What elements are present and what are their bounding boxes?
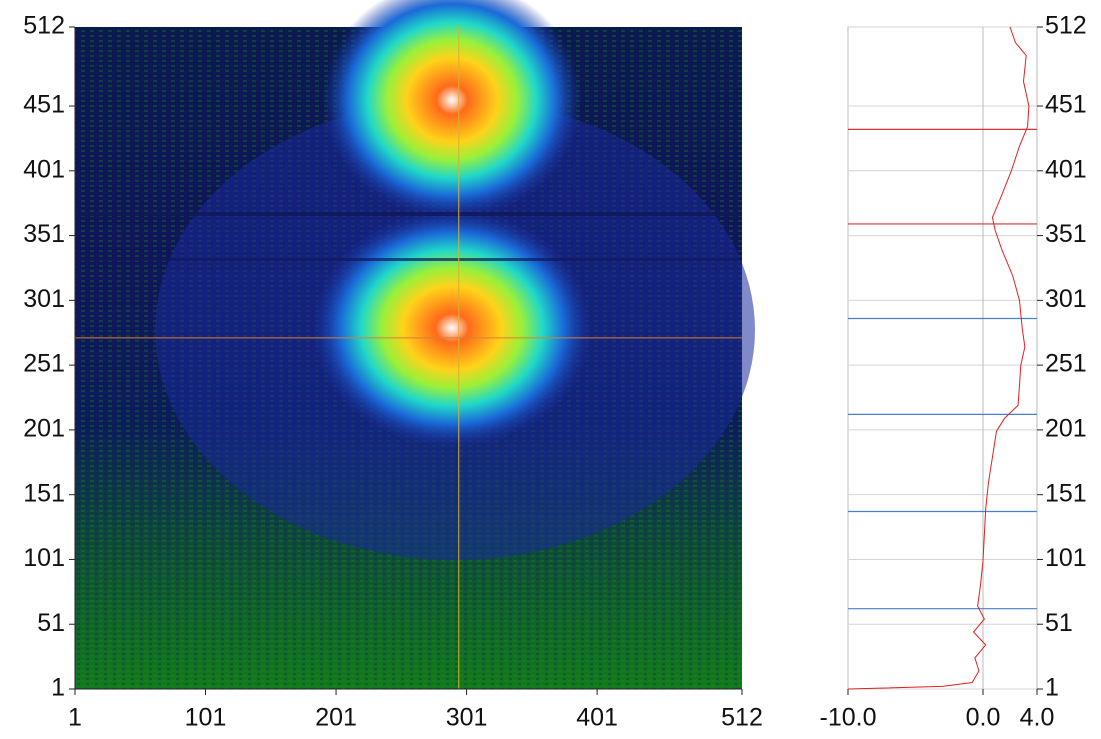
image (75, 0, 755, 689)
y-tick-label: 1 (51, 674, 65, 702)
y-tick-label: 512 (23, 12, 65, 40)
x-tick-label: 0.0 (966, 704, 1001, 732)
x-tick-label: 4.0 (1020, 704, 1055, 732)
x-tick-label: 1 (68, 704, 82, 732)
y-tick-label: 201 (1045, 415, 1087, 443)
y-tick-label: 351 (23, 220, 65, 248)
y-tick-label: 251 (23, 350, 65, 378)
y-tick-label: 512 (1045, 12, 1087, 40)
y-tick-label: 101 (1045, 544, 1087, 572)
y-tick-label: 351 (1045, 220, 1087, 248)
x-tick-label: 101 (185, 704, 227, 732)
x-tick-label: 201 (315, 704, 357, 732)
y-tick-label: 401 (1045, 155, 1087, 183)
y-tick-label: 51 (37, 609, 65, 637)
profile-frame (847, 26, 1038, 690)
stripe (75, 258, 742, 261)
y-tick-label: 301 (23, 285, 65, 313)
x-tick-label: 512 (721, 704, 763, 732)
y-tick-label: 151 (23, 479, 65, 507)
stripe (75, 212, 742, 216)
profile-line (847, 26, 1030, 690)
x-tick-label: 301 (446, 704, 488, 732)
y-tick-label: 301 (1045, 285, 1087, 313)
y-tick-label: 451 (1045, 91, 1087, 119)
x-tick-label: 401 (576, 704, 618, 732)
y-tick-label: 401 (23, 155, 65, 183)
y-tick-label: 251 (1045, 350, 1087, 378)
y-tick-label: 201 (23, 415, 65, 443)
spot (312, 208, 592, 448)
y-tick-label: 451 (23, 91, 65, 119)
spot (322, 0, 582, 220)
y-tick-label: 1 (1045, 674, 1059, 702)
y-tick-label: 51 (1045, 609, 1073, 637)
y-tick-label: 151 (1045, 479, 1087, 507)
x-tick-label: -10.0 (820, 704, 877, 732)
y-tick-label: 101 (23, 544, 65, 572)
